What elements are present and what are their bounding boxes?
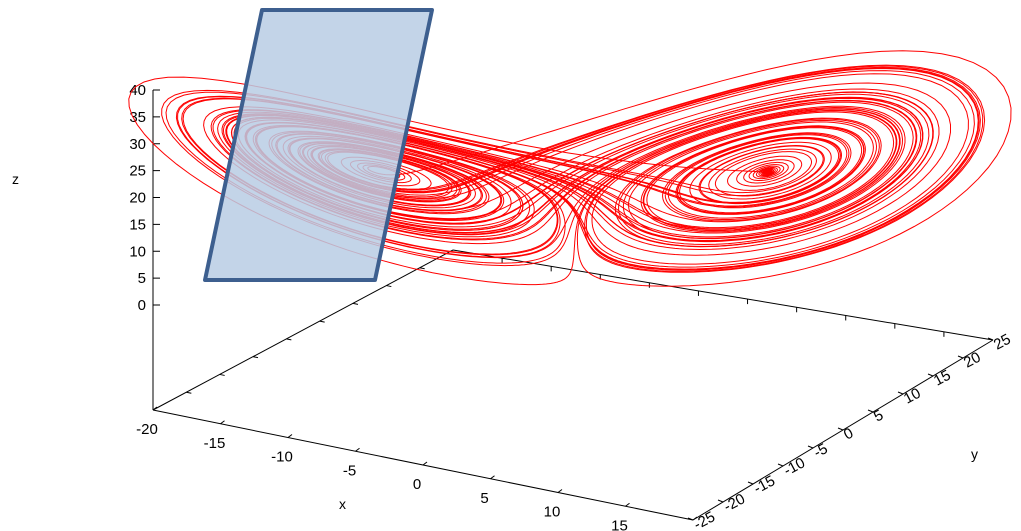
x-tick <box>220 420 225 425</box>
y-tick-label: 15 <box>931 367 954 390</box>
back-x-tick <box>286 338 292 341</box>
x-axis-title: x <box>339 496 346 512</box>
x-tick-label: -20 <box>136 421 158 438</box>
z-tick-label: 20 <box>129 190 146 207</box>
back-x-tick <box>352 302 359 305</box>
y-axis-title: y <box>971 446 978 462</box>
trajectory-segment <box>231 66 981 271</box>
trajectory-segment <box>203 67 979 270</box>
y-tick-label: 0 <box>841 425 856 444</box>
z-tick-label: 35 <box>129 109 146 126</box>
y-tick-label: 5 <box>871 407 886 426</box>
trajectory-segment <box>165 64 986 273</box>
x-tick-label: -10 <box>271 449 293 466</box>
y-tick <box>957 355 964 359</box>
x-tick-label: 5 <box>480 490 488 507</box>
y-tick-label: 20 <box>961 349 984 372</box>
x-tick-label: -15 <box>204 435 226 452</box>
y-tick-label: -15 <box>751 472 778 497</box>
trajectory-segment <box>714 149 825 197</box>
z-axis-title: z <box>12 171 19 187</box>
z-tick-label: 15 <box>129 216 146 233</box>
y-tick <box>867 409 874 413</box>
y-tick-label: -5 <box>811 440 831 461</box>
y-tick <box>807 445 814 449</box>
trajectory-segment <box>350 50 1012 287</box>
section-plane <box>203 8 434 282</box>
z-tick-label: 5 <box>138 270 146 287</box>
x-tick <box>422 461 428 466</box>
back-x-tick <box>186 391 192 394</box>
y-tick <box>837 427 844 431</box>
y-tick <box>987 337 994 341</box>
back-x-tick <box>419 267 425 270</box>
z-tick-label: 30 <box>129 136 146 153</box>
x-tick <box>355 447 360 452</box>
x-tick <box>287 434 293 438</box>
z-tick-label: 10 <box>129 243 146 260</box>
trajectory-segment <box>161 89 904 267</box>
x-tick <box>152 406 158 411</box>
y-tick-label: -20 <box>721 490 748 515</box>
z-tick-label: 0 <box>138 297 146 314</box>
trajectory-segment <box>181 97 918 256</box>
x-tick-label: -5 <box>343 462 356 479</box>
y-tick <box>777 463 784 467</box>
x-tick <box>557 489 563 493</box>
back-x-tick <box>386 285 392 288</box>
tick-marks <box>152 89 994 521</box>
x-tick <box>490 475 495 480</box>
x-tick <box>692 516 698 521</box>
z-tick-label: 25 <box>129 163 146 180</box>
trajectory-segment <box>175 95 906 259</box>
y-tick <box>687 517 694 521</box>
back-x-tick <box>252 356 259 359</box>
x-tick <box>625 502 630 507</box>
back-axis-line-x <box>152 249 454 411</box>
z-tick-label: 40 <box>129 82 146 99</box>
y-tick <box>717 499 724 503</box>
y-tick <box>897 391 904 395</box>
back-x-tick <box>319 320 325 323</box>
back-axis-line-y <box>452 249 994 341</box>
y-tick <box>747 481 754 485</box>
x-tick-label: 0 <box>413 476 421 493</box>
back-x-tick <box>219 373 225 376</box>
y-tick-label: -10 <box>781 454 808 479</box>
y-tick-label: 10 <box>901 385 924 408</box>
x-tick-label: 15 <box>611 517 628 531</box>
trajectory-segment <box>128 76 775 224</box>
x-tick-label: 10 <box>544 504 561 521</box>
y-tick <box>927 373 934 377</box>
y-tick-label: -25 <box>691 508 718 531</box>
y-tick-label: 25 <box>991 331 1014 354</box>
